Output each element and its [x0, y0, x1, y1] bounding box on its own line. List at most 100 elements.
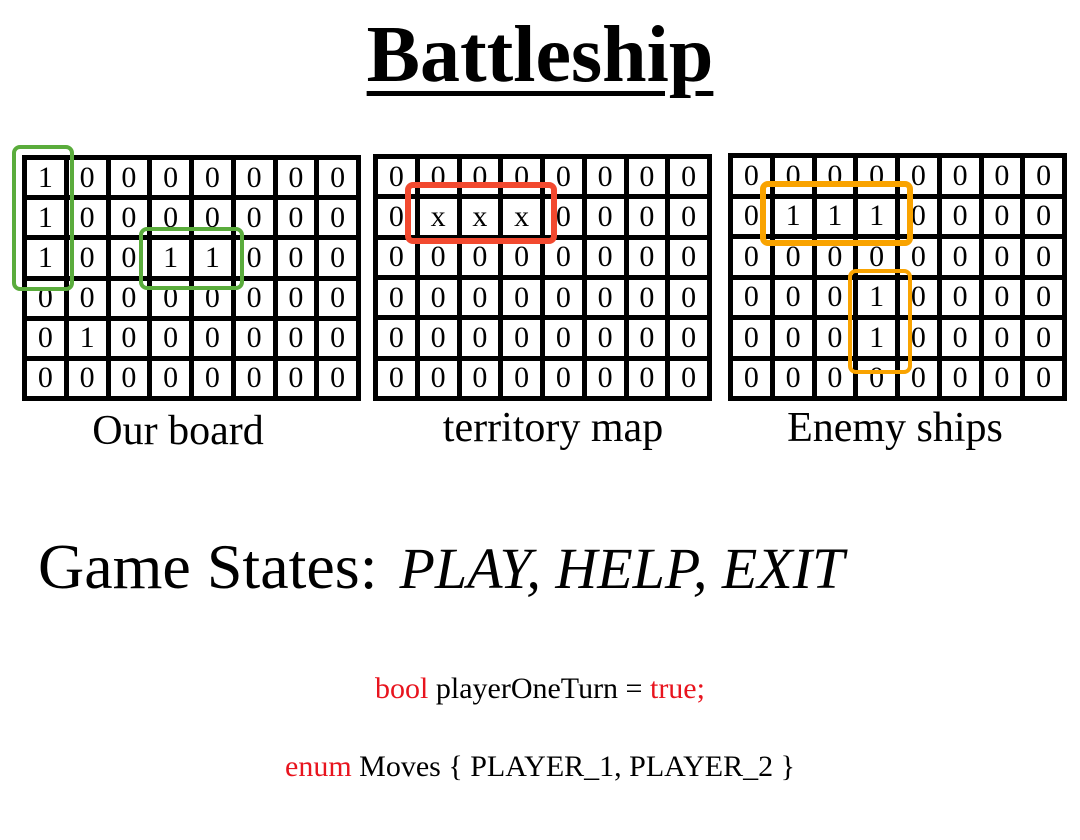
grid-cell: 1	[774, 198, 812, 234]
grid-cell: 0	[378, 360, 415, 396]
grid-cell: 0	[983, 320, 1021, 356]
grid-cell: 0	[1025, 239, 1062, 275]
ship-highlight-vertical	[12, 145, 74, 291]
grid-cell: 0	[461, 320, 499, 356]
grid-cell: 0	[110, 160, 148, 196]
grid-cell: 0	[503, 320, 540, 356]
grid-cell: 0	[545, 239, 582, 275]
grid-cell: 1	[858, 279, 895, 315]
grid-cell: 0	[378, 320, 415, 356]
grid-cell: 0	[545, 320, 582, 356]
grid-cell: 0	[816, 360, 854, 396]
grid-cell: 0	[900, 320, 937, 356]
grid-cell: 0	[277, 160, 315, 196]
grid-cell: 0	[983, 198, 1021, 234]
grid-cell: 0	[235, 360, 273, 396]
grid-cell: 1	[858, 198, 895, 234]
ship-highlight-horizontal	[139, 227, 244, 290]
grid-cell: 0	[670, 159, 707, 195]
grid-cell: 0	[586, 279, 624, 316]
grid-cell: 0	[277, 280, 315, 316]
grid-cell: 0	[983, 360, 1021, 396]
grid-cell: 0	[68, 240, 106, 276]
grid-cell: 0	[235, 320, 273, 356]
grid-cell: 0	[670, 360, 707, 396]
grid-cell: 0	[670, 199, 707, 235]
grid-cell: 0	[419, 360, 457, 396]
grid-cell: 0	[277, 200, 315, 236]
grid-cell: 0	[194, 360, 231, 396]
grid-cell: 0	[774, 360, 812, 396]
grid-cell: 0	[419, 320, 457, 356]
grid-cell: 0	[110, 320, 148, 356]
grid-cell: 0	[628, 199, 666, 235]
grid-cell: 0	[628, 159, 666, 195]
grid-cell: 1	[27, 240, 64, 276]
keyword-true: true;	[649, 672, 705, 705]
grid-cell: 1	[816, 198, 854, 234]
grid-cell: 0	[900, 198, 937, 234]
enemy-ship-highlight-horizontal	[760, 181, 913, 246]
game-states: Game States: PLAY, HELP, EXIT	[38, 530, 844, 604]
grid-cell: 0	[983, 158, 1021, 194]
grid-cell: x	[461, 199, 499, 235]
grid-cell: 0	[27, 320, 64, 356]
grid-cell: 0	[628, 360, 666, 396]
grid-cell: 0	[1025, 279, 1062, 315]
grid-cell: 0	[941, 158, 979, 194]
game-states-values: PLAY, HELP, EXIT	[399, 536, 845, 601]
grid-cell: 0	[941, 198, 979, 234]
grid-cell: 0	[419, 239, 457, 275]
grid-cell: 1	[194, 240, 231, 276]
code-line-bool: bool playerOneTurn = true;	[0, 672, 1080, 706]
grid-cell: 0	[983, 279, 1021, 315]
grid-cell: 0	[670, 320, 707, 356]
grid-cell: 0	[816, 320, 854, 356]
grid-cell: 0	[586, 159, 624, 195]
code-text: playerOneTurn =	[428, 672, 650, 705]
grid-cell: 0	[277, 360, 315, 396]
game-states-label: Game States:	[38, 531, 378, 602]
grid-cell: 0	[378, 279, 415, 316]
grid-cell: 1	[68, 320, 106, 356]
grid-cell: 0	[378, 239, 415, 275]
grid-cell: 0	[1025, 360, 1062, 396]
grid-cell: 0	[628, 239, 666, 275]
grid-cell: x	[503, 199, 540, 235]
territory-map-label: territory map	[442, 405, 664, 451]
grid-cell: 0	[194, 320, 231, 356]
grid-cell: 0	[319, 240, 356, 276]
grid-cell: 0	[152, 320, 189, 356]
grid-cell: 0	[1025, 158, 1062, 194]
slide-title: Battleship	[366, 11, 714, 99]
grid-cell: 0	[586, 199, 624, 235]
grid-cell: x	[419, 199, 457, 235]
grid-cell: 0	[545, 360, 582, 396]
grid-cell: 0	[586, 360, 624, 396]
grid-cell: 0	[319, 200, 356, 236]
grid-cell: 0	[1025, 320, 1062, 356]
grid-cell: 1	[858, 320, 895, 356]
grid-cell: 0	[68, 360, 106, 396]
grid-cell: 0	[628, 320, 666, 356]
grid-cell: 0	[319, 160, 356, 196]
grid-cell: 0	[670, 279, 707, 316]
grid-cell: 0	[545, 279, 582, 316]
grid-cell: 0	[941, 360, 979, 396]
grid-cell: 0	[941, 320, 979, 356]
code-line-enum: enum Moves { PLAYER_1, PLAYER_2 }	[0, 750, 1080, 784]
grid-cell: 0	[733, 320, 770, 356]
grid-cell: 0	[277, 320, 315, 356]
enemy-ship-highlight-vertical	[848, 269, 912, 374]
grid-cell: 0	[152, 360, 189, 396]
grid-cell: 0	[68, 200, 106, 236]
grid-cell: 0	[733, 279, 770, 315]
hit-highlight	[405, 182, 557, 244]
grid-cell: 0	[503, 239, 540, 275]
keyword-bool: bool	[375, 672, 429, 705]
grid-cell: 0	[152, 160, 189, 196]
grid-cell: 0	[110, 360, 148, 396]
grid-cell: 1	[27, 200, 64, 236]
